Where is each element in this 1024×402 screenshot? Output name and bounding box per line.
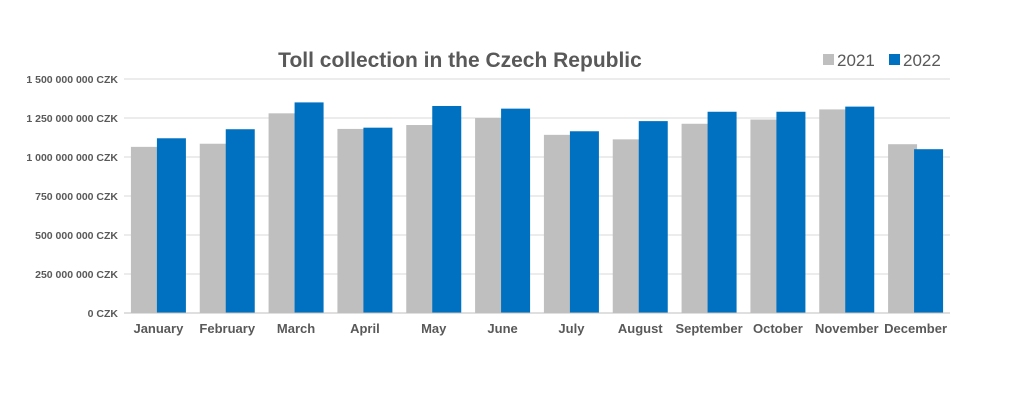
- bar-2022-january: [156, 138, 186, 313]
- gridlines: [124, 78, 950, 275]
- legend-label: 2021: [837, 51, 875, 70]
- x-tick-label: February: [199, 321, 255, 336]
- x-tick-label: January: [133, 321, 184, 336]
- bar-2022-february: [225, 129, 255, 313]
- bar-2021-march: [268, 113, 298, 313]
- x-tick-label: July: [558, 321, 585, 336]
- bar-2021-december: [888, 144, 918, 313]
- x-tick-label: November: [815, 321, 879, 336]
- x-tick-label: March: [277, 321, 315, 336]
- y-tick-label: 1 500 000 000 CZK: [26, 74, 118, 86]
- bar-2022-november: [845, 106, 875, 313]
- legend: 2021 2022: [823, 51, 941, 70]
- bar-2022-july: [569, 131, 599, 313]
- bar-2021-april: [337, 128, 367, 313]
- y-tick-label: 500 000 000 CZK: [35, 230, 118, 242]
- bar-2021-january: [130, 146, 160, 313]
- x-tick-label: October: [753, 321, 803, 336]
- bar-2022-may: [432, 105, 462, 313]
- x-tick-label: August: [618, 321, 663, 336]
- y-tick-label: 0 CZK: [88, 308, 119, 320]
- bars: [130, 102, 944, 314]
- bar-2021-june: [475, 118, 505, 313]
- legend-label: 2022: [903, 51, 941, 70]
- y-tick-label: 250 000 000 CZK: [35, 269, 118, 281]
- x-tick-label: December: [884, 321, 947, 336]
- bar-2021-july: [543, 134, 573, 313]
- x-tick-label: May: [421, 321, 447, 336]
- bar-2021-october: [750, 119, 780, 313]
- bar-2021-september: [681, 123, 711, 313]
- x-tick-label: June: [487, 321, 517, 336]
- bar-2022-december: [914, 149, 944, 313]
- x-tick-label: September: [675, 321, 742, 336]
- x-tick-label: April: [350, 321, 380, 336]
- chart-title: Toll collection in the Czech Republic: [278, 49, 642, 72]
- y-tick-label: 1 250 000 000 CZK: [26, 113, 118, 125]
- bar-2021-may: [406, 125, 436, 314]
- y-axis-ticks: 0 CZK 250 000 000 CZK 500 000 000 CZK 750 0…: [26, 74, 118, 320]
- bar-2022-march: [294, 102, 324, 314]
- bar-2022-april: [363, 127, 393, 313]
- bar-2022-october: [776, 111, 806, 313]
- x-axis-ticks: January February March April May June July Augu…: [133, 321, 947, 336]
- bar-2022-september: [707, 111, 737, 313]
- bar-2021-november: [819, 109, 849, 313]
- bar-2021-february: [199, 143, 229, 313]
- bar-2021-august: [612, 139, 642, 313]
- bar-2022-june: [501, 108, 531, 313]
- bar-2022-august: [638, 121, 668, 314]
- y-tick-label: 1 000 000 000 CZK: [26, 152, 118, 164]
- legend-swatch-2022: [889, 54, 900, 65]
- y-tick-label: 750 000 000 CZK: [35, 191, 118, 203]
- legend-swatch-2021: [823, 54, 834, 65]
